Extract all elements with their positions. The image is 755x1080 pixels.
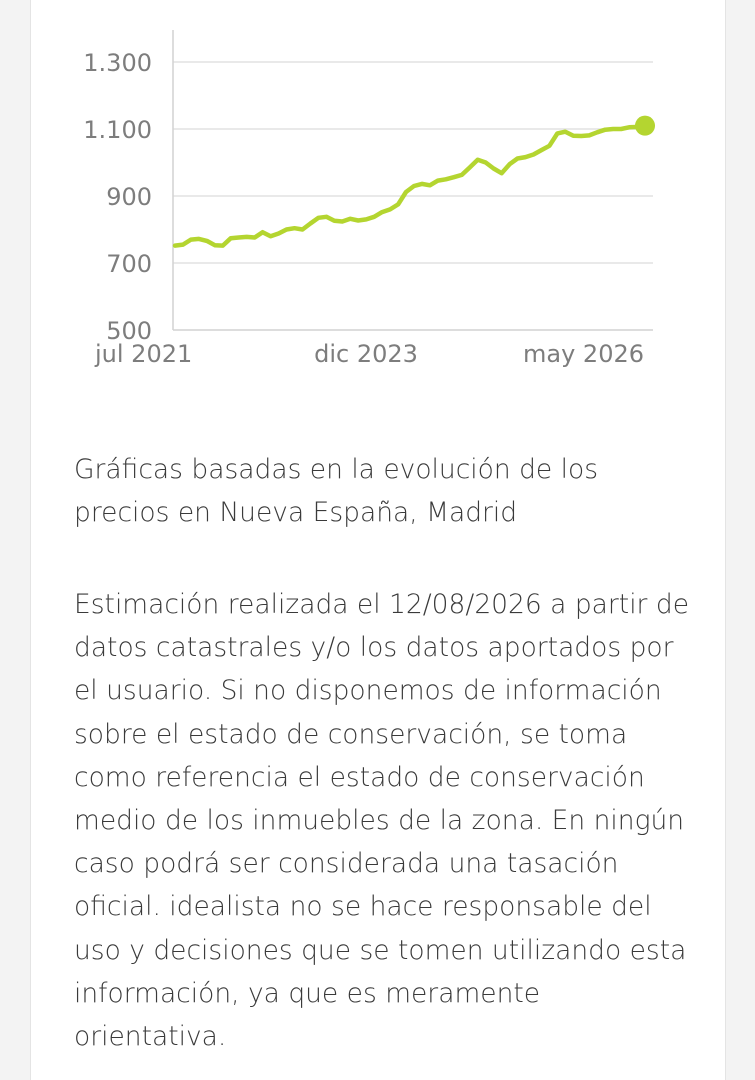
x-tick-label: may 2026: [523, 340, 644, 368]
y-tick-label: 1.300: [83, 49, 152, 77]
x-axis-labels: jul 2021 dic 2023 may 2026: [94, 340, 644, 368]
chart-caption: Gráficas basadas en la evolución de los …: [74, 454, 598, 528]
y-tick-label: 900: [106, 183, 152, 211]
y-tick-label: 500: [106, 317, 152, 345]
y-axis-labels: 1.300 1.100 900 700 500: [83, 49, 152, 345]
price-chart: 1.300 1.100 900 700 500 jul 2021 dic 2023 may …: [83, 30, 655, 368]
price-series-line: [172, 123, 648, 248]
latest-value-marker: [635, 115, 655, 136]
y-tick-label: 1.100: [83, 116, 152, 144]
y-tick-label: 700: [106, 250, 152, 278]
chart-grid: [172, 30, 653, 331]
disclaimer-text: Estimación realizada el 12/08/2026 a par…: [74, 589, 689, 1053]
content-card: [30, 0, 726, 1080]
x-tick-label: dic 2023: [314, 340, 418, 368]
x-tick-label: jul 2021: [94, 340, 192, 368]
